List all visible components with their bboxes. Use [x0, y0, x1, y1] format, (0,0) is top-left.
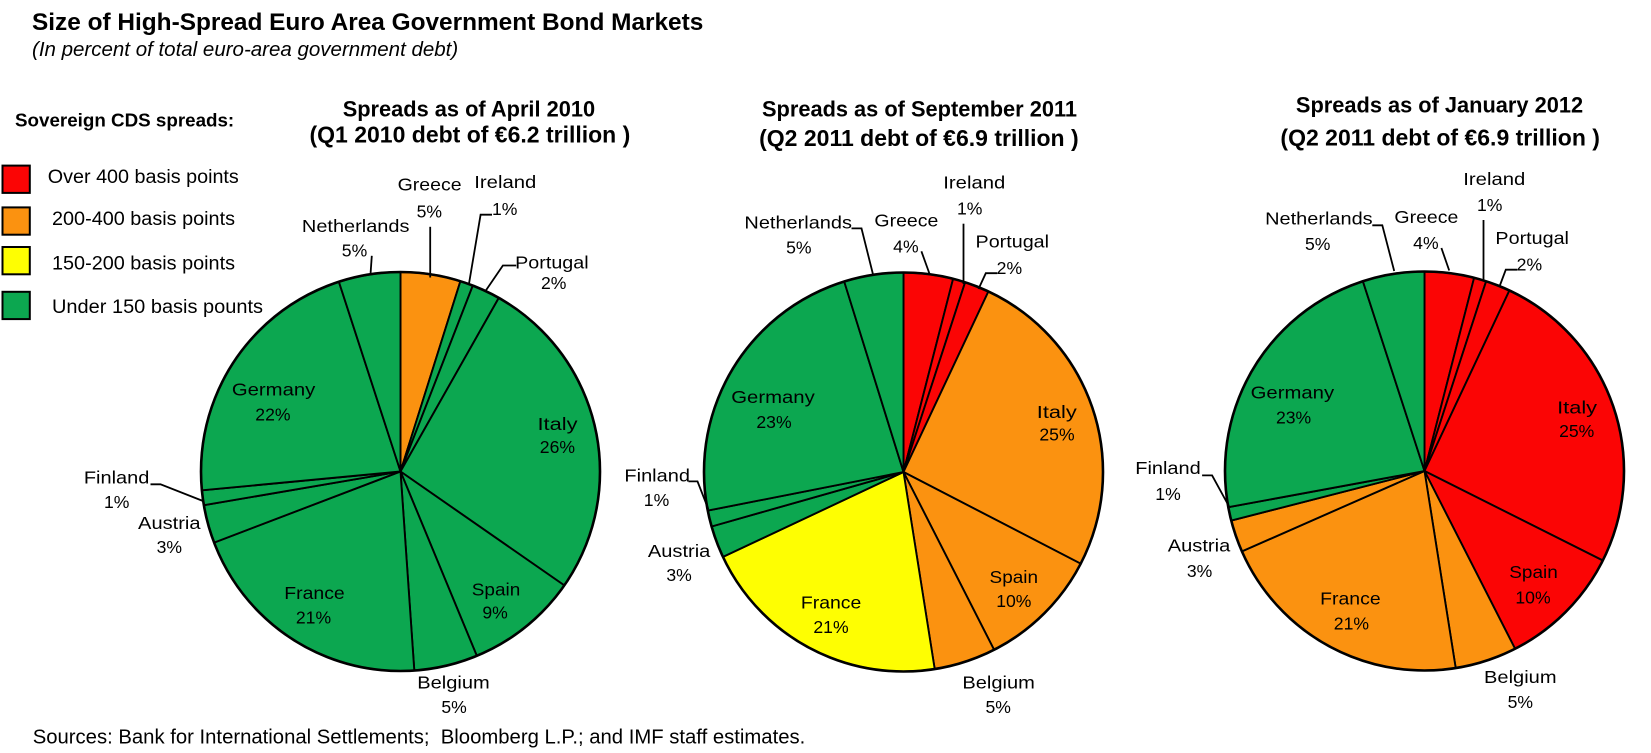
svg-text:Under 150 basis pounts: Under 150 basis pounts — [52, 297, 263, 318]
svg-text:Ireland: Ireland — [943, 173, 1005, 193]
svg-text:Finland: Finland — [84, 467, 150, 487]
svg-text:Spreads as of April 2010: Spreads as of April 2010 — [343, 96, 595, 121]
svg-text:3%: 3% — [1187, 561, 1213, 581]
svg-text:Belgium: Belgium — [1484, 667, 1557, 687]
svg-text:200-400 basis points: 200-400 basis points — [52, 209, 235, 230]
svg-text:21%: 21% — [813, 617, 849, 637]
svg-text:Italy: Italy — [538, 414, 578, 434]
svg-text:1%: 1% — [957, 198, 983, 218]
svg-text:10%: 10% — [996, 591, 1032, 611]
svg-text:5%: 5% — [417, 202, 443, 222]
svg-text:26%: 26% — [540, 437, 576, 457]
svg-text:23%: 23% — [1276, 407, 1312, 427]
svg-text:4%: 4% — [893, 236, 919, 256]
svg-text:21%: 21% — [296, 608, 332, 628]
svg-text:3%: 3% — [157, 537, 183, 557]
svg-text:1%: 1% — [1155, 484, 1181, 504]
svg-text:Austria: Austria — [138, 513, 201, 533]
svg-text:(Q2 2011 debt of €6.9 trillion: (Q2 2011 debt of €6.9 trillion ) — [1280, 125, 1600, 151]
svg-text:Netherlands: Netherlands — [302, 216, 410, 236]
svg-text:Spreads as of September 2011: Spreads as of September 2011 — [762, 96, 1077, 121]
svg-text:Spain: Spain — [472, 580, 521, 600]
svg-text:10%: 10% — [1515, 588, 1551, 608]
svg-text:France: France — [1320, 588, 1381, 608]
svg-text:Ireland: Ireland — [1463, 169, 1525, 189]
svg-text:150-200 basis points: 150-200 basis points — [52, 254, 235, 275]
svg-text:1%: 1% — [104, 492, 130, 512]
svg-text:Netherlands: Netherlands — [744, 213, 852, 233]
svg-text:25%: 25% — [1559, 421, 1595, 441]
svg-text:22%: 22% — [255, 404, 291, 424]
svg-text:(Q2 2011 debt of €6.9 trillion: (Q2 2011 debt of €6.9 trillion ) — [759, 125, 1079, 151]
svg-text:Portugal: Portugal — [515, 253, 589, 273]
svg-text:Ireland: Ireland — [474, 172, 536, 192]
svg-text:Netherlands: Netherlands — [1265, 209, 1373, 229]
svg-text:France: France — [801, 593, 862, 613]
svg-text:Italy: Italy — [1037, 402, 1077, 422]
svg-text:Germany: Germany — [232, 380, 316, 400]
svg-text:25%: 25% — [1039, 425, 1075, 445]
svg-text:Spain: Spain — [1509, 562, 1558, 582]
svg-text:5%: 5% — [786, 238, 812, 258]
svg-text:5%: 5% — [441, 697, 467, 717]
svg-text:1%: 1% — [492, 199, 518, 219]
svg-text:Sources: Bank for Internationa: Sources: Bank for International Settleme… — [33, 727, 806, 749]
svg-text:2%: 2% — [541, 273, 567, 293]
svg-text:4%: 4% — [1413, 233, 1439, 253]
svg-text:Austria: Austria — [648, 541, 711, 561]
svg-text:2%: 2% — [997, 258, 1023, 278]
svg-text:Austria: Austria — [1168, 536, 1231, 556]
svg-text:Greece: Greece — [398, 175, 462, 195]
svg-text:France: France — [284, 583, 345, 603]
svg-text:Germany: Germany — [1251, 383, 1335, 403]
svg-text:Finland: Finland — [1135, 458, 1201, 478]
svg-text:(Q1 2010 debt of €6.2 trillion: (Q1 2010 debt of €6.2 trillion ) — [309, 122, 630, 148]
svg-text:Spreads as of January 2012: Spreads as of January 2012 — [1296, 93, 1583, 118]
svg-text:5%: 5% — [985, 697, 1011, 717]
svg-text:2%: 2% — [1517, 255, 1543, 275]
svg-text:Size of High-Spread Euro Area: Size of High-Spread Euro Area Government… — [32, 9, 703, 36]
svg-text:(In percent of total euro-area: (In percent of total euro-area governmen… — [32, 38, 458, 61]
svg-text:Germany: Germany — [731, 387, 815, 407]
svg-text:Greece: Greece — [874, 210, 938, 230]
svg-text:Spain: Spain — [990, 567, 1039, 587]
svg-text:3%: 3% — [666, 565, 692, 585]
svg-text:5%: 5% — [1305, 234, 1331, 254]
svg-text:5%: 5% — [1508, 692, 1534, 712]
svg-text:Over 400 basis points: Over 400 basis points — [48, 167, 239, 188]
svg-text:Portugal: Portugal — [1495, 228, 1569, 248]
svg-text:5%: 5% — [342, 241, 368, 261]
svg-text:1%: 1% — [1477, 195, 1503, 215]
svg-text:21%: 21% — [1334, 614, 1370, 634]
svg-text:Belgium: Belgium — [962, 673, 1035, 693]
svg-text:Italy: Italy — [1557, 398, 1597, 418]
svg-text:1%: 1% — [644, 490, 670, 510]
svg-text:Portugal: Portugal — [976, 232, 1050, 252]
svg-text:Sovereign CDS spreads:: Sovereign CDS spreads: — [15, 110, 234, 131]
svg-text:Belgium: Belgium — [417, 673, 490, 693]
svg-text:Finland: Finland — [624, 465, 690, 485]
svg-text:Greece: Greece — [1394, 207, 1458, 227]
svg-text:23%: 23% — [756, 412, 792, 432]
svg-text:9%: 9% — [482, 603, 508, 623]
